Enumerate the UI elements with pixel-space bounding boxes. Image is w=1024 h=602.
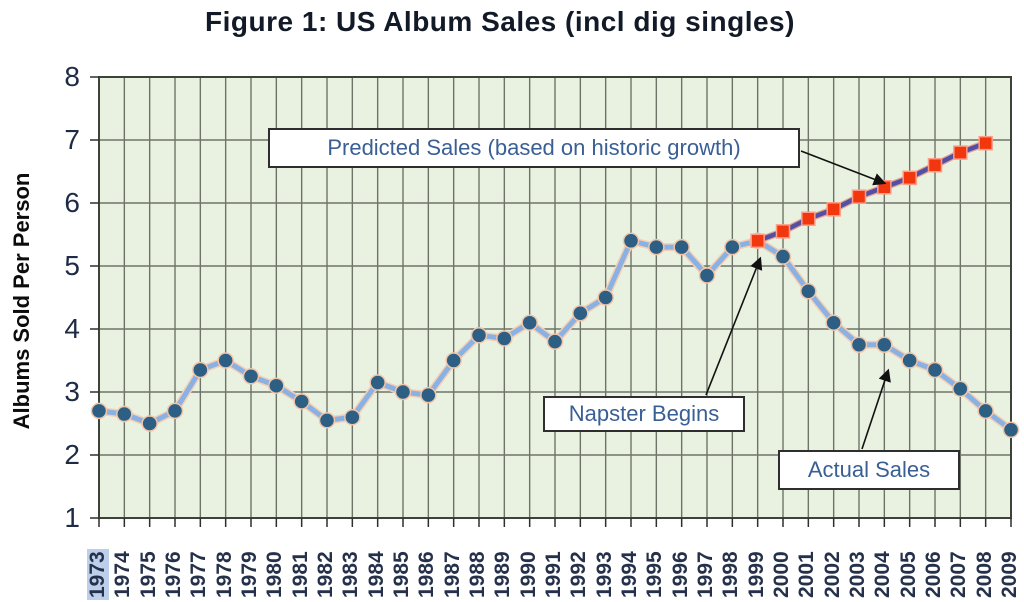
y-tick-label: 1 — [64, 502, 80, 533]
predicted-sales-marker — [927, 157, 943, 173]
predicted-sales-marker — [953, 145, 968, 160]
x-tick-label: 1982 — [314, 551, 337, 598]
x-tick-label: 1974 — [111, 551, 135, 598]
actual-sales-marker — [774, 248, 792, 265]
x-tick-label: 2007 — [947, 551, 971, 598]
actual-sales-marker — [192, 361, 209, 379]
x-tick-label: 1995 — [643, 551, 667, 598]
x-tick-label: 1985 — [390, 551, 413, 598]
annotation-predicted-sales: Predicted Sales (based on historic growt… — [268, 128, 800, 168]
actual-sales-marker — [952, 380, 969, 398]
actual-sales-marker — [242, 368, 260, 385]
x-tick-label: 1978 — [212, 551, 236, 598]
x-tick-label: 1997 — [694, 551, 717, 598]
x-tick-label: 1991 — [542, 551, 565, 598]
actual-sales-marker — [724, 238, 741, 256]
actual-sales-marker — [901, 352, 918, 369]
x-tick-label: 2000 — [770, 551, 793, 598]
actual-sales-marker — [470, 327, 488, 344]
x-tick-label: 2009 — [998, 551, 1021, 598]
actual-sales-marker — [521, 314, 538, 331]
x-tick-label: 1980 — [263, 551, 287, 598]
x-tick-label: 2001 — [795, 551, 819, 598]
y-tick-label: 4 — [64, 313, 80, 344]
annotation-napster-begins: Napster Begins — [543, 396, 745, 432]
x-tick-label: 2003 — [846, 551, 869, 598]
y-tick-label: 6 — [64, 187, 80, 218]
x-tick-label: 1999 — [744, 551, 768, 598]
predicted-sales-marker — [978, 135, 993, 151]
figure-title: Figure 1: US Album Sales (incl dig singl… — [205, 6, 795, 37]
actual-sales-marker — [1002, 421, 1020, 439]
y-tick-label: 2 — [64, 439, 80, 470]
x-tick-label: 1994 — [618, 551, 641, 598]
actual-sales-marker — [268, 377, 285, 394]
x-tick-label: 1986 — [415, 551, 439, 598]
x-tick-label: 1976 — [162, 551, 185, 598]
x-tick-label: 1998 — [719, 551, 743, 598]
x-tick-label: 1993 — [592, 551, 616, 598]
y-axis-title: Albums Sold Per Person — [9, 172, 34, 430]
x-tick-label: 2008 — [972, 551, 996, 598]
x-tick-label: 1996 — [668, 551, 692, 598]
x-tick-label: 2002 — [820, 551, 844, 598]
x-tick-label: 1979 — [238, 551, 261, 598]
actual-sales-marker — [217, 352, 234, 369]
actual-sales-marker — [597, 289, 614, 306]
actual-sales-marker — [546, 333, 564, 350]
actual-sales-marker — [850, 336, 868, 353]
x-tick-label: 2004 — [871, 551, 895, 598]
predicted-sales-marker — [877, 180, 892, 195]
y-tick-label: 3 — [64, 376, 80, 407]
actual-sales-marker — [622, 232, 640, 250]
actual-sales-marker — [318, 412, 336, 429]
actual-sales-marker — [648, 238, 665, 256]
actual-sales-marker — [166, 402, 184, 420]
actual-sales-marker — [698, 267, 716, 284]
predicted-sales-marker — [750, 233, 765, 249]
x-tick-label: 1973 — [86, 549, 109, 600]
x-tick-label: 1981 — [288, 551, 312, 598]
y-tick-label: 8 — [64, 61, 80, 92]
predicted-sales-marker — [902, 170, 917, 186]
predicted-sales-marker — [775, 224, 791, 239]
actual-sales-marker — [90, 402, 108, 420]
x-tick-label: 1977 — [187, 551, 211, 598]
actual-sales-marker — [572, 305, 589, 322]
actual-sales-marker — [800, 282, 817, 300]
actual-sales-marker — [420, 386, 437, 404]
actual-sales-marker — [977, 402, 994, 420]
x-tick-label: 1975 — [136, 551, 160, 598]
y-tick-label: 7 — [64, 124, 80, 155]
predicted-sales-line — [756, 141, 987, 243]
x-tick-label: 1984 — [364, 551, 388, 598]
actual-sales-marker — [141, 415, 158, 432]
x-tick-label: 1983 — [339, 551, 363, 598]
predicted-sales-marker — [801, 211, 816, 226]
x-tick-label: 1989 — [491, 551, 515, 598]
actual-sales-marker — [116, 405, 133, 423]
predicted-sales-marker — [851, 189, 867, 204]
actual-sales-marker — [876, 336, 893, 353]
x-tick-label: 2005 — [896, 551, 920, 598]
actual-sales-marker — [445, 352, 462, 369]
predicted-sales-marker — [826, 202, 841, 217]
y-tick-label: 5 — [64, 250, 80, 281]
actual-sales-marker — [394, 383, 412, 401]
actual-sales-marker — [369, 374, 386, 391]
actual-sales-marker — [926, 361, 944, 379]
x-tick-label: 2006 — [922, 551, 945, 598]
actual-sales-marker — [496, 330, 513, 347]
actual-sales-marker — [344, 408, 361, 426]
annotation-actual-sales: Actual Sales — [778, 450, 960, 490]
x-tick-label: 1992 — [567, 551, 591, 598]
actual-sales-marker — [293, 393, 310, 410]
x-tick-label: 1990 — [516, 551, 540, 598]
x-tick-label: 1988 — [466, 551, 489, 598]
actual-sales-marker — [825, 314, 842, 331]
actual-sales-marker — [673, 238, 690, 256]
x-tick-label: 1987 — [440, 551, 464, 598]
